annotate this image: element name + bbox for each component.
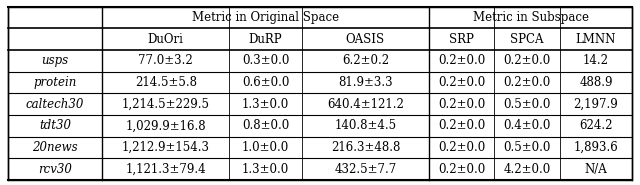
- Text: usps: usps: [42, 54, 68, 68]
- Text: 6.2±0.2: 6.2±0.2: [342, 54, 389, 68]
- Text: 0.2±0.0: 0.2±0.0: [438, 98, 485, 111]
- Text: 0.2±0.0: 0.2±0.0: [503, 76, 550, 89]
- Text: 1.3±0.0: 1.3±0.0: [242, 98, 289, 111]
- Text: 1.3±0.0: 1.3±0.0: [242, 163, 289, 176]
- Text: 77.0±3.2: 77.0±3.2: [138, 54, 193, 68]
- Text: 1,893.6: 1,893.6: [573, 141, 618, 154]
- Text: N/A: N/A: [584, 163, 607, 176]
- Text: rcv30: rcv30: [38, 163, 72, 176]
- Text: 0.2±0.0: 0.2±0.0: [438, 141, 485, 154]
- Text: LMNN: LMNN: [576, 33, 616, 46]
- Text: SPCA: SPCA: [510, 33, 544, 46]
- Text: 1,121.3±79.4: 1,121.3±79.4: [125, 163, 206, 176]
- Text: 0.2±0.0: 0.2±0.0: [438, 163, 485, 176]
- Text: 0.5±0.0: 0.5±0.0: [503, 98, 550, 111]
- Text: DuRP: DuRP: [249, 33, 282, 46]
- Text: 640.4±121.2: 640.4±121.2: [327, 98, 404, 111]
- Text: SRP: SRP: [449, 33, 474, 46]
- Text: 81.9±3.3: 81.9±3.3: [338, 76, 393, 89]
- Text: Metric in Original Space: Metric in Original Space: [192, 11, 339, 24]
- Text: 216.3±48.8: 216.3±48.8: [331, 141, 400, 154]
- Text: 0.2±0.0: 0.2±0.0: [438, 119, 485, 132]
- Text: 624.2: 624.2: [579, 119, 612, 132]
- Text: 140.8±4.5: 140.8±4.5: [334, 119, 396, 132]
- Text: DuOri: DuOri: [148, 33, 184, 46]
- Text: 0.5±0.0: 0.5±0.0: [503, 141, 550, 154]
- Text: 0.2±0.0: 0.2±0.0: [438, 76, 485, 89]
- Text: 1,212.9±154.3: 1,212.9±154.3: [122, 141, 210, 154]
- Text: 2,197.9: 2,197.9: [573, 98, 618, 111]
- Text: 1,214.5±229.5: 1,214.5±229.5: [122, 98, 210, 111]
- Text: OASIS: OASIS: [346, 33, 385, 46]
- Text: tdt30: tdt30: [39, 119, 71, 132]
- Text: 4.2±0.0: 4.2±0.0: [503, 163, 550, 176]
- Text: protein: protein: [33, 76, 77, 89]
- Text: 0.6±0.0: 0.6±0.0: [242, 76, 289, 89]
- Text: 20news: 20news: [32, 141, 78, 154]
- Text: 0.3±0.0: 0.3±0.0: [242, 54, 289, 68]
- Text: caltech30: caltech30: [26, 98, 84, 111]
- Text: 488.9: 488.9: [579, 76, 612, 89]
- Text: 0.8±0.0: 0.8±0.0: [242, 119, 289, 132]
- Text: 214.5±5.8: 214.5±5.8: [134, 76, 196, 89]
- Text: 432.5±7.7: 432.5±7.7: [334, 163, 397, 176]
- Text: Metric in Subspace: Metric in Subspace: [472, 11, 589, 24]
- Text: 0.4±0.0: 0.4±0.0: [503, 119, 550, 132]
- Text: 1.0±0.0: 1.0±0.0: [242, 141, 289, 154]
- Text: 14.2: 14.2: [583, 54, 609, 68]
- Text: 1,029.9±16.8: 1,029.9±16.8: [125, 119, 206, 132]
- Text: 0.2±0.0: 0.2±0.0: [438, 54, 485, 68]
- Text: 0.2±0.0: 0.2±0.0: [503, 54, 550, 68]
